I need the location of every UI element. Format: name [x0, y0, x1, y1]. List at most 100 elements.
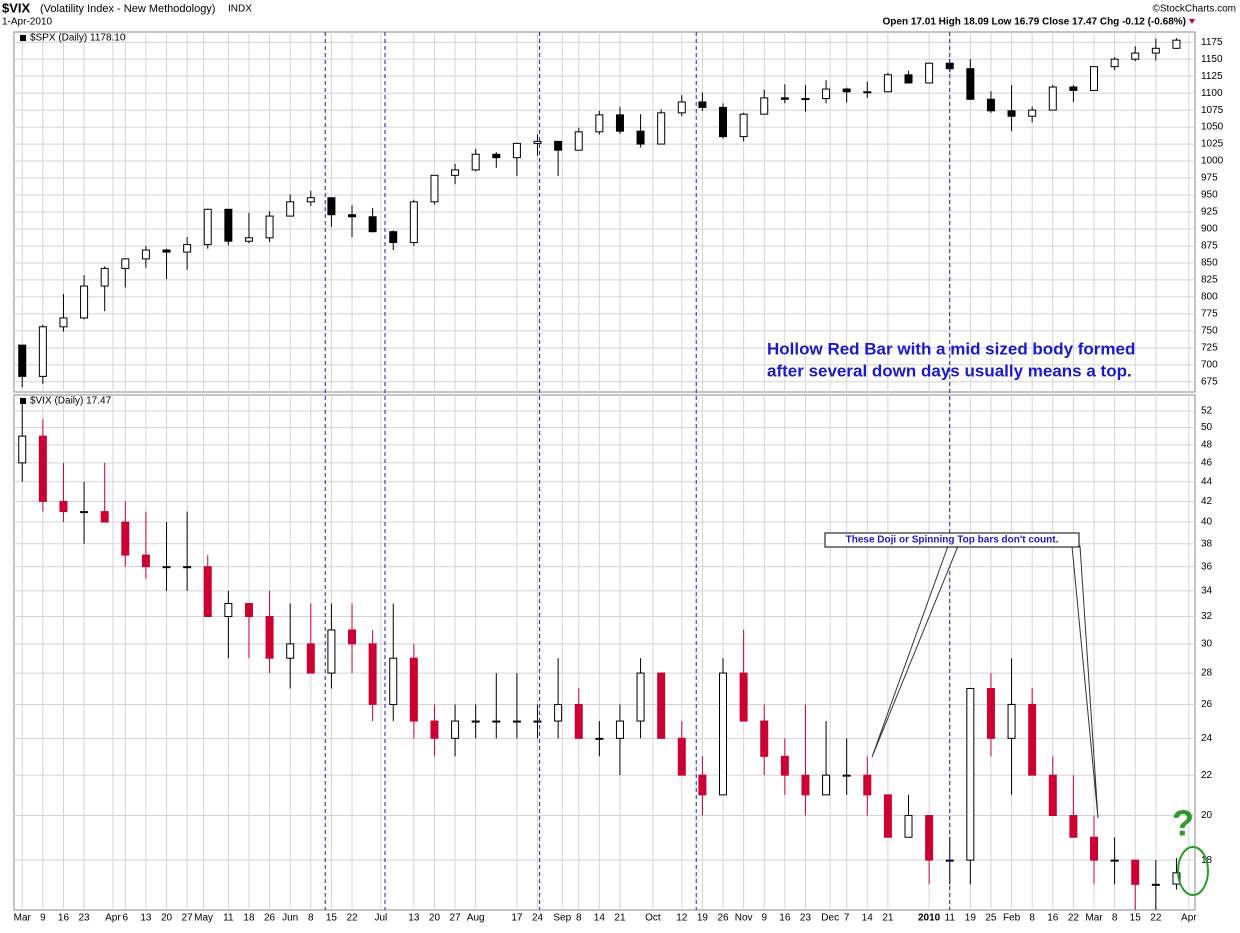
candle-body [1048, 774, 1057, 817]
candle-body [224, 208, 233, 242]
y-tick-label: 24 [1201, 733, 1213, 744]
y-tick-label: 1025 [1201, 139, 1224, 150]
x-tick-label: 8 [308, 913, 314, 924]
y-tick-label: 28 [1201, 668, 1213, 679]
y-tick-label: 30 [1201, 638, 1213, 649]
x-tick-label: 13 [408, 913, 420, 924]
x-tick-label: Jun [282, 913, 298, 924]
legend-swatch [20, 398, 26, 404]
candle-body [244, 237, 253, 242]
candle-body [719, 672, 728, 796]
candle-body [492, 153, 501, 159]
candle-body [822, 774, 831, 796]
x-tick-label: 26 [717, 913, 729, 924]
candle-body [533, 720, 542, 723]
candle-body [265, 616, 274, 659]
candle-body [554, 703, 563, 722]
x-tick-label: Dec [821, 913, 839, 924]
x-tick-label: 23 [800, 913, 812, 924]
candle-body [1090, 836, 1099, 861]
candle-body [1028, 703, 1037, 776]
candle-body [492, 720, 501, 723]
x-tick-label: Apr [105, 913, 121, 924]
candle-body [141, 554, 150, 568]
candle-body [18, 344, 27, 377]
x-tick-label: Mar [14, 913, 32, 924]
x-tick-label: 9 [761, 913, 767, 924]
candle-body [1131, 52, 1140, 60]
y-tick-label: 950 [1201, 190, 1218, 201]
candle-body [512, 720, 521, 723]
y-tick-label: 700 [1201, 359, 1218, 370]
panel-label: $SPX (Daily) 1178.10 [30, 33, 126, 44]
x-tick-label: Jul [374, 913, 387, 924]
candle-body [80, 285, 89, 319]
y-tick-label: 46 [1201, 458, 1213, 469]
candle-body [286, 643, 295, 659]
x-tick-label: 18 [243, 913, 255, 924]
x-tick-label: 26 [264, 913, 276, 924]
x-tick-label: 15 [326, 913, 338, 924]
candle-body [739, 672, 748, 722]
y-tick-label: 44 [1201, 476, 1213, 487]
x-tick-label: 22 [346, 913, 358, 924]
x-tick-label: Mar [1085, 913, 1103, 924]
y-tick-label: 1125 [1201, 71, 1223, 82]
panel-label: $VIX (Daily) 17.47 [30, 396, 112, 407]
x-tick-label: 14 [594, 913, 606, 924]
candle-body [327, 197, 336, 216]
candle-body [1172, 39, 1181, 49]
x-tick-label: 8 [1112, 913, 1118, 924]
candle-body [966, 68, 975, 100]
candle-body [80, 511, 89, 514]
y-tick-label: 40 [1201, 517, 1213, 528]
y-tick-label: 875 [1201, 241, 1218, 252]
candle-body [471, 720, 480, 723]
candle-body [224, 603, 233, 618]
candle-body [842, 774, 851, 777]
x-tick-label: 11 [223, 913, 234, 924]
y-tick-label: 1075 [1201, 105, 1224, 116]
candle-body [1007, 703, 1016, 739]
credit: ©StockCharts.com [1152, 4, 1236, 15]
candle-body [554, 140, 563, 151]
candle-body [595, 737, 604, 740]
candle-body [121, 521, 130, 556]
y-tick-label: 675 [1201, 376, 1218, 387]
x-tick-label: 11 [945, 913, 956, 924]
candle-body [244, 603, 253, 618]
candle-body [183, 566, 192, 569]
candle-body [615, 114, 624, 132]
x-tick-label: 16 [779, 913, 791, 924]
x-tick-label: 25 [985, 913, 997, 924]
x-tick-label: 7 [844, 913, 850, 924]
candle-body [883, 74, 892, 93]
candle-body [863, 91, 872, 94]
x-tick-label: Aug [467, 913, 485, 924]
x-tick-label: 8 [576, 913, 582, 924]
x-tick-label: 22 [1150, 913, 1162, 924]
candle-body [183, 244, 192, 253]
annotation: after several down days usually means a … [767, 361, 1132, 380]
candle-body [904, 74, 913, 84]
candle-body [533, 140, 542, 144]
x-tick-label: 13 [140, 913, 152, 924]
candle-body [59, 500, 68, 513]
x-tick-label: 27 [450, 913, 462, 924]
x-tick-label: 14 [862, 913, 874, 924]
x-tick-label: Nov [735, 913, 753, 924]
x-tick-label: 22 [1068, 913, 1080, 924]
candle-body [986, 98, 995, 112]
candle-body [842, 88, 851, 93]
x-tick-label: 15 [1130, 913, 1142, 924]
candle-body [18, 435, 27, 464]
x-tick-label: Feb [1003, 913, 1021, 924]
candle-body [306, 197, 315, 203]
y-tick-label: 1050 [1201, 122, 1224, 133]
candle-body [574, 131, 583, 151]
y-tick-label: 52 [1201, 406, 1213, 417]
x-tick-label: 24 [532, 913, 544, 924]
y-tick-label: 42 [1201, 496, 1213, 507]
y-tick-label: 32 [1201, 611, 1213, 622]
